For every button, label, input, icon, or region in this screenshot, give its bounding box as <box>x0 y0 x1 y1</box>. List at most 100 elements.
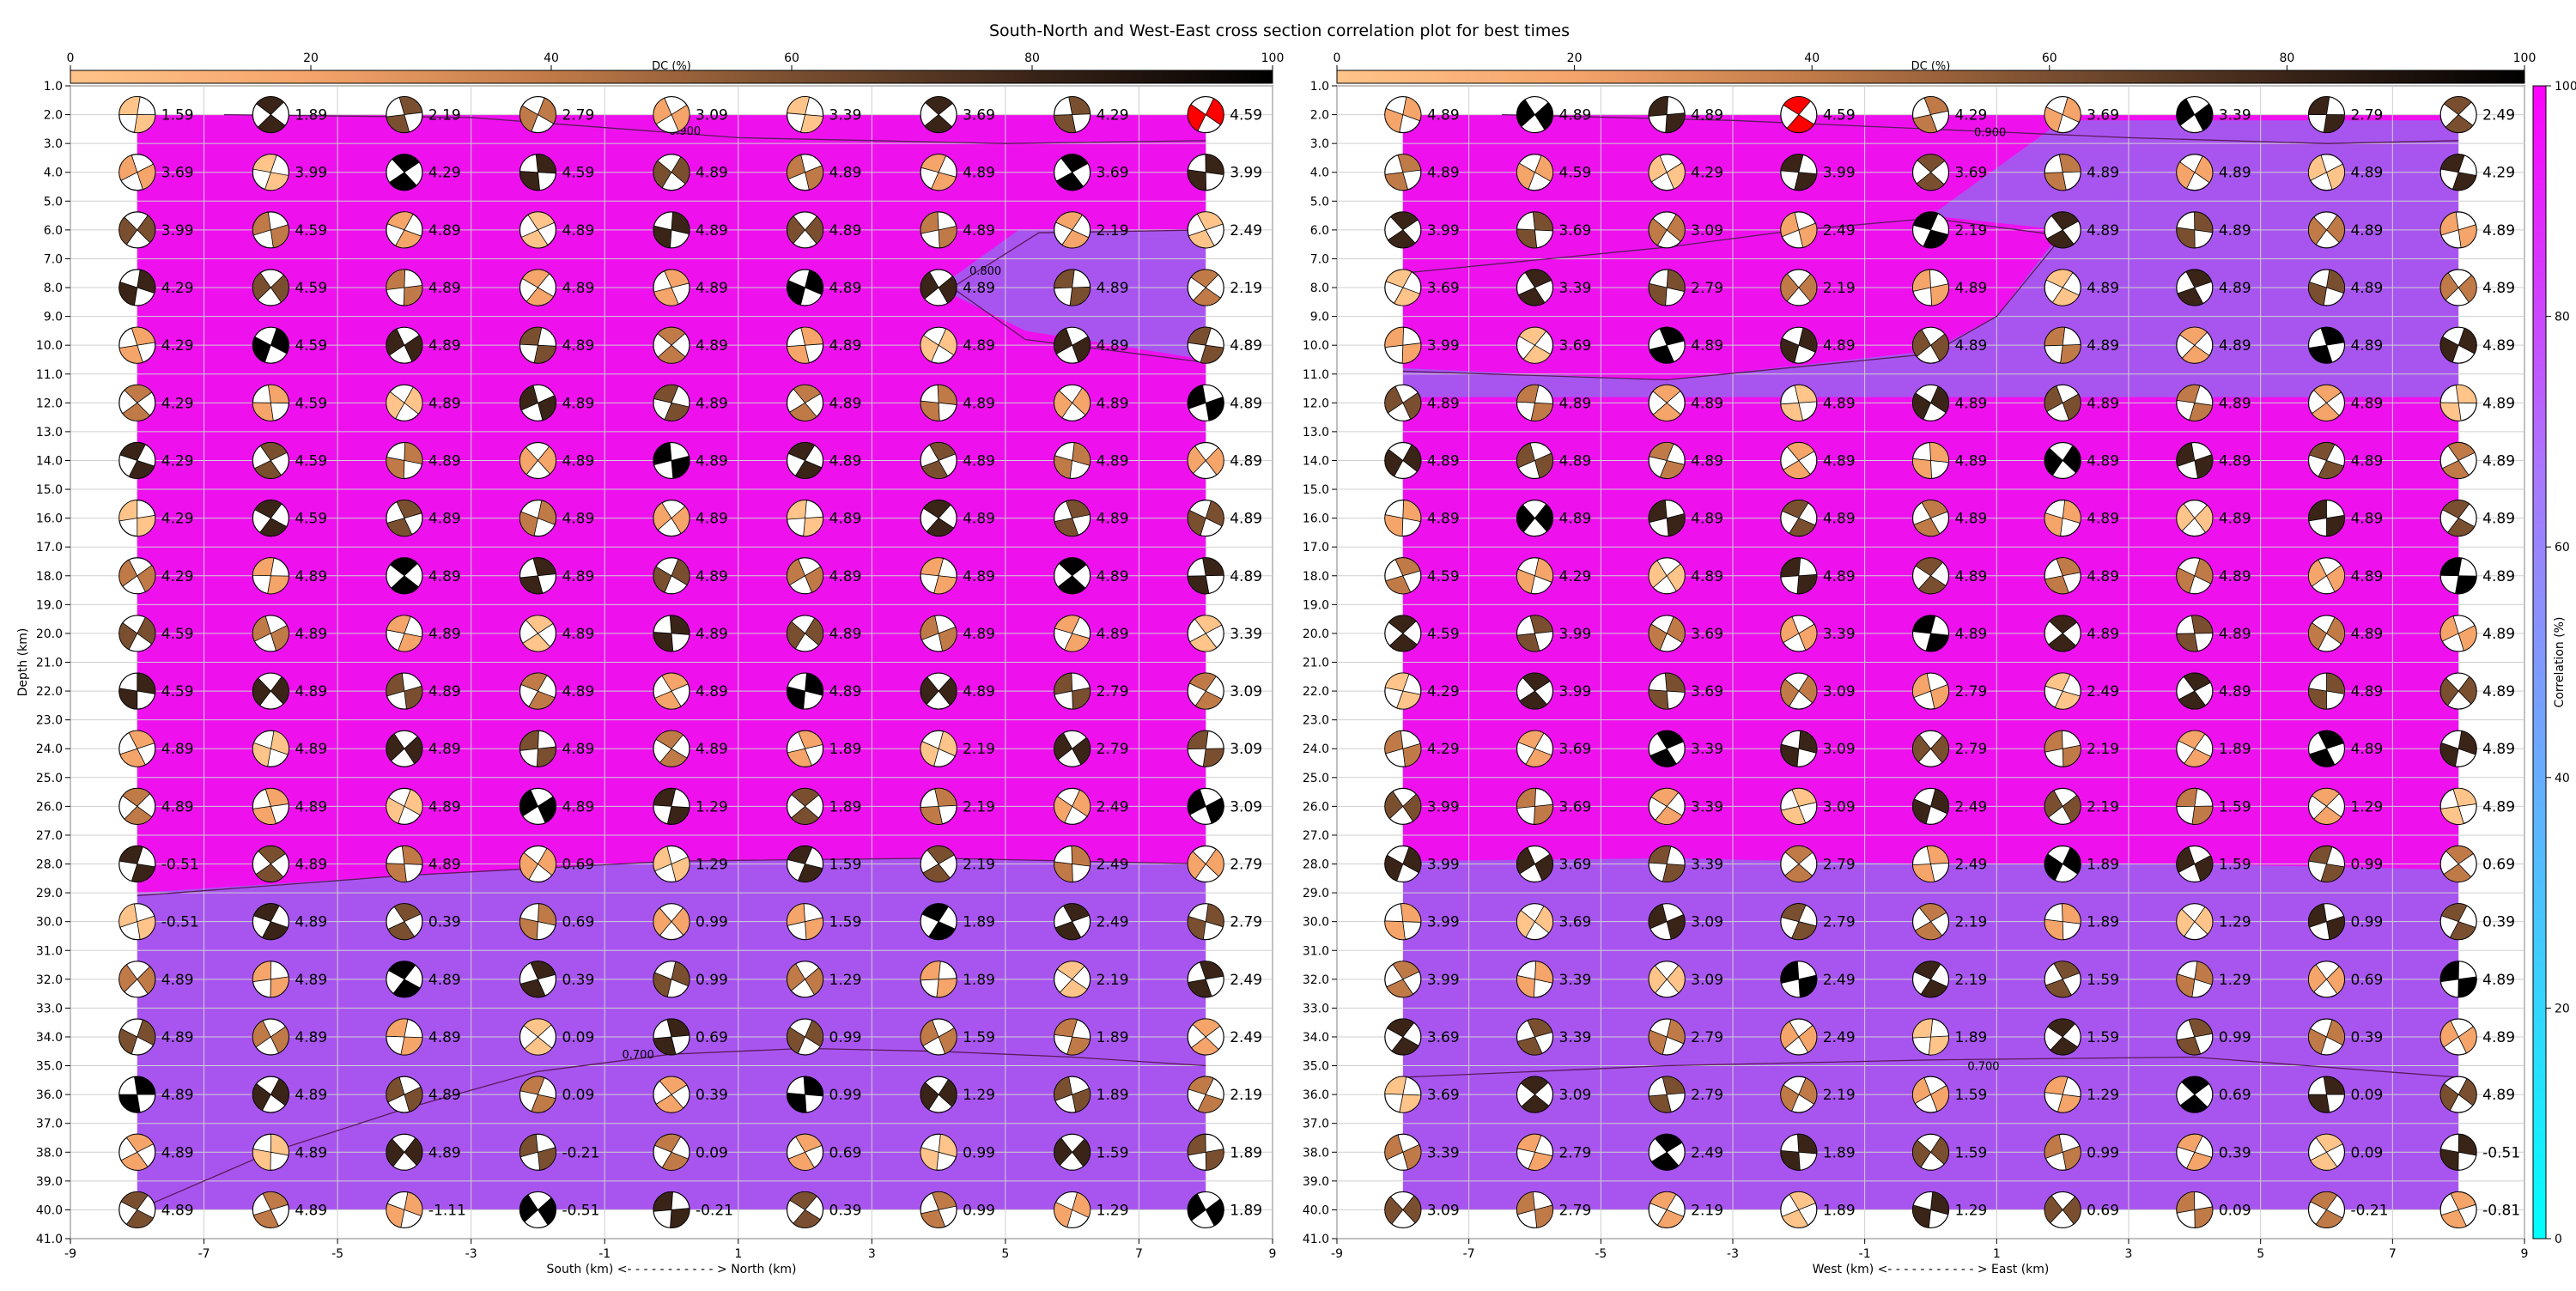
beachball <box>1187 1133 1224 1171</box>
time-label: 0.39 <box>2482 914 2515 931</box>
beachball <box>1911 154 1950 191</box>
beachball <box>1516 903 1554 941</box>
time-label: 4.89 <box>2351 683 2384 700</box>
beachball <box>252 787 289 825</box>
time-label: 2.49 <box>1823 1029 1856 1046</box>
time-label: 4.89 <box>161 798 194 815</box>
beachball <box>1384 961 1422 998</box>
time-label: 1.59 <box>1955 1144 1988 1161</box>
time-label: 4.89 <box>161 1144 194 1161</box>
time-label: 4.89 <box>2219 337 2251 355</box>
time-label: 0.09 <box>2351 1144 2384 1161</box>
beachball <box>786 787 824 825</box>
beachball <box>1780 730 1818 767</box>
time-label: 4.89 <box>562 452 594 470</box>
time-label: 4.89 <box>2219 395 2251 412</box>
contour-label: 0.800 <box>969 265 1001 278</box>
time-label: 4.89 <box>1427 511 1460 528</box>
beachball <box>1516 787 1554 825</box>
time-label: 4.89 <box>295 798 327 815</box>
time-label: 3.09 <box>1691 972 1723 989</box>
y-tick-label: 7.0 <box>1310 252 1329 266</box>
time-label: 4.89 <box>562 511 594 528</box>
x-tick-label: 9 <box>1269 1247 1277 1261</box>
time-label: 2.79 <box>1691 1087 1723 1104</box>
beachball <box>252 961 289 998</box>
beachball <box>1187 441 1224 480</box>
time-label: 1.59 <box>2087 972 2119 989</box>
time-label: 4.89 <box>963 395 995 412</box>
y-tick-label: 35.0 <box>1303 1060 1329 1074</box>
time-label: 2.79 <box>1955 741 1988 758</box>
beachball <box>1384 557 1422 595</box>
beachball <box>519 211 557 249</box>
time-label: 1.29 <box>696 857 728 874</box>
beachball <box>1384 500 1422 537</box>
y-tick-label: 37.0 <box>1303 1118 1329 1131</box>
time-label: 4.89 <box>428 1144 461 1161</box>
dc-colorbar <box>1336 70 2525 84</box>
x-tick-label: 5 <box>1001 1247 1009 1261</box>
beachball <box>1516 1133 1554 1171</box>
time-label: -0.81 <box>2482 1202 2520 1219</box>
beachball <box>1187 211 1224 249</box>
beachball <box>1516 269 1554 306</box>
beachball <box>1911 961 1950 998</box>
beachball <box>386 903 423 941</box>
beachball <box>386 1133 423 1171</box>
y-tick-label: 24.0 <box>1303 742 1329 756</box>
time-label: 2.19 <box>1823 1087 1856 1104</box>
beachball <box>1780 1018 1818 1056</box>
beachball <box>1516 730 1554 767</box>
y-tick-label: 41.0 <box>1303 1233 1329 1246</box>
time-label: 2.79 <box>1823 914 1856 931</box>
time-label: 3.69 <box>161 165 194 182</box>
time-label: 3.99 <box>295 165 327 182</box>
beachball <box>252 384 289 421</box>
time-label: 4.89 <box>829 683 862 700</box>
y-tick-label: 16.0 <box>36 512 63 526</box>
beachball <box>1516 384 1554 421</box>
time-label: 2.49 <box>2087 683 2119 700</box>
time-label: 0.69 <box>2087 1202 2119 1219</box>
beachball <box>386 1191 423 1229</box>
beachball <box>920 672 957 710</box>
x-tick-label: -3 <box>465 1247 477 1261</box>
x-tick-label: -5 <box>1595 1247 1607 1261</box>
beachball <box>118 1018 156 1056</box>
beachball <box>786 441 824 480</box>
beachball <box>1648 1191 1686 1229</box>
time-label: 1.59 <box>829 914 862 931</box>
y-tick-label: 1.0 <box>44 80 63 94</box>
time-label: 4.89 <box>1097 452 1129 470</box>
time-label: 2.79 <box>1559 1202 1592 1219</box>
time-label: 4.29 <box>161 452 194 470</box>
time-label: 4.89 <box>428 1087 461 1104</box>
time-label: 4.89 <box>428 683 461 700</box>
y-tick-label: 38.0 <box>1303 1146 1329 1160</box>
beachball <box>1054 903 1091 941</box>
beachball <box>1780 441 1818 480</box>
beachball <box>920 1076 957 1113</box>
time-label: 0.39 <box>2351 1029 2384 1046</box>
time-label: 3.39 <box>1691 741 1723 758</box>
beachball <box>1384 441 1422 480</box>
time-label: 4.89 <box>829 165 862 182</box>
time-label: 4.59 <box>161 683 194 700</box>
beachball <box>2044 787 2081 825</box>
time-label: 4.89 <box>1823 568 1856 585</box>
time-label: 3.39 <box>829 107 862 124</box>
beachball <box>2307 615 2346 652</box>
time-label: 4.89 <box>2087 222 2119 239</box>
beachball <box>1187 672 1224 710</box>
beachball <box>386 787 423 825</box>
time-label: 4.89 <box>295 972 327 989</box>
time-label: 1.89 <box>1097 1087 1129 1104</box>
time-label: 4.89 <box>1230 511 1262 528</box>
beachball <box>252 845 289 883</box>
time-label: 4.89 <box>1230 452 1262 470</box>
beachball <box>2439 441 2477 480</box>
time-label: 4.89 <box>161 741 194 758</box>
y-tick-label: 10.0 <box>1303 339 1329 353</box>
beachball <box>2044 672 2081 710</box>
